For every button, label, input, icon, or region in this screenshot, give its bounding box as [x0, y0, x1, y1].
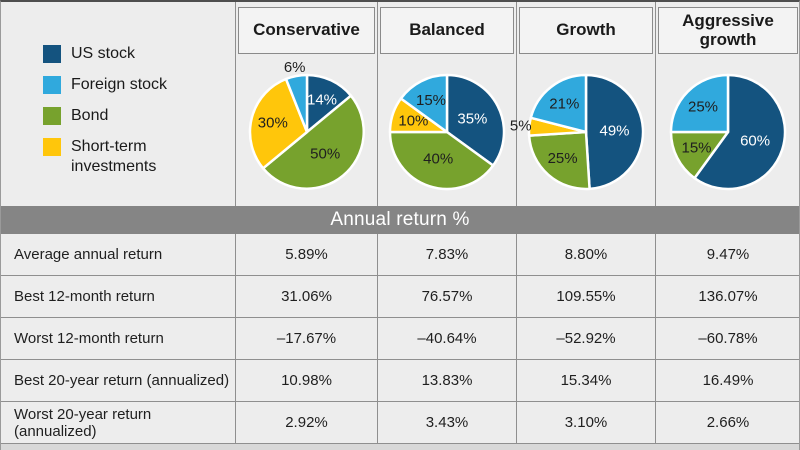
return-value-cell: 10.98% — [235, 360, 377, 401]
return-value-cell: 13.83% — [377, 360, 516, 401]
legend-item: Short-term investments — [43, 137, 235, 177]
pie-slice-foreign-stock — [669, 73, 730, 134]
row-label: Best 12-month return — [14, 288, 155, 305]
pie-chart-growth: 49% 25% 5% 21% — [510, 54, 655, 206]
bottom-strip — [1, 444, 799, 450]
pie-slice-bond — [388, 130, 495, 191]
pie-chart-balanced: 35% 40% 10% 15% — [378, 54, 516, 206]
pie-slice-label: 15% — [416, 92, 446, 109]
return-value-cell: –52.92% — [516, 318, 655, 359]
returns-table: Average annual return 5.89% 7.83% 8.80% 9.47… — [1, 234, 799, 444]
return-value-cell: 15.34% — [516, 360, 655, 401]
annual-return-band: Annual return % — [1, 206, 799, 234]
chart-column-aggressive-growth: Aggressive growth 60% 15% 25% — [655, 2, 799, 206]
legend-items: US stock Foreign stock Bond Short-term inve… — [43, 44, 235, 177]
legend-swatch-foreign-stock — [43, 76, 61, 94]
pie-slice-label: 10% — [398, 113, 428, 130]
column-header-balanced: Balanced — [380, 7, 514, 54]
chart-column-growth: Growth 49% 25% 5% 21% — [510, 2, 655, 206]
legend-item: Foreign stock — [43, 75, 235, 95]
pie-slice-foreign-stock — [529, 73, 588, 134]
pie-slice-foreign-stock — [284, 73, 308, 134]
return-value-cell: 3.43% — [377, 402, 516, 443]
return-value-cell: 2.92% — [235, 402, 377, 443]
pie-slice-label: 5% — [510, 117, 532, 134]
pie-slice-label: 40% — [423, 151, 453, 168]
legend-label: US stock — [71, 45, 136, 62]
return-value-cell: 31.06% — [235, 276, 377, 317]
row-label: Worst 12-month return — [14, 330, 164, 347]
column-header-aggressive-growth: Aggressive growth — [658, 7, 798, 54]
return-value-cell: 16.49% — [655, 360, 799, 401]
legend-swatch-short-term — [43, 138, 61, 156]
table-row: Worst 12-month return –17.67% –40.64% –52.9… — [1, 318, 799, 360]
legend-swatch-us-stock — [43, 45, 61, 63]
column-header-conservative: Conservative — [238, 7, 375, 54]
column-header-growth: Growth — [519, 7, 653, 54]
return-value-cell: 76.57% — [377, 276, 516, 317]
table-row: Best 12-month return 31.06% 76.57% 109.55% 1… — [1, 276, 799, 318]
pie-slice-label: 15% — [681, 140, 711, 157]
pie-slice-us-stock — [445, 73, 506, 167]
pie-slice-label: 60% — [740, 132, 770, 149]
pie-slice-label: 50% — [310, 146, 340, 163]
row-label: Best 20-year return (annualized) — [14, 372, 230, 389]
pie-slice-label: 21% — [549, 96, 579, 113]
return-value-cell: 7.83% — [377, 234, 516, 275]
pie-slice-bond — [261, 94, 365, 190]
return-value-cell: –60.78% — [655, 318, 799, 359]
legend-swatch-bond — [43, 107, 61, 125]
pie-slice-label: 25% — [548, 150, 578, 167]
pie-slice-label: 6% — [283, 59, 305, 76]
pie-slice-foreign-stock — [399, 73, 449, 134]
return-value-cell: 109.55% — [516, 276, 655, 317]
return-value-cell: 136.07% — [655, 276, 799, 317]
charts-section: US stock Foreign stock Bond Short-term inve… — [1, 2, 799, 206]
pie-slice-short-term — [248, 77, 308, 170]
legend-label: Foreign stock — [71, 76, 168, 93]
chart-column-conservative: Conservative 14% 50% 30% 6% — [235, 2, 377, 206]
row-label: Worst 20-year return (annualized) — [14, 405, 152, 440]
pie-svg-aggressive-growth: 60% 15% 25% — [669, 73, 787, 191]
pie-chart-conservative: 14% 50% 30% 6% — [236, 54, 377, 206]
return-value-cell: 5.89% — [235, 234, 377, 275]
return-value-cell: 9.47% — [655, 234, 799, 275]
legend-item: Bond — [43, 106, 235, 126]
return-value-cell: –40.64% — [377, 318, 516, 359]
legend: US stock Foreign stock Bond Short-term inve… — [1, 2, 235, 206]
pie-svg-balanced: 35% 40% 10% 15% — [388, 73, 506, 191]
pie-chart-aggressive-growth: 60% 15% 25% — [656, 54, 799, 206]
return-value-cell: 3.10% — [516, 402, 655, 443]
pie-slice-us-stock — [693, 73, 787, 191]
pie-svg-conservative: 14% 50% 30% 6% — [248, 59, 365, 190]
return-value-cell: 2.66% — [655, 402, 799, 443]
legend-label: Short-term investments — [71, 138, 157, 175]
return-value-cell: 8.80% — [516, 234, 655, 275]
table-row: Worst 20-year return (annualized) 2.92% 3.… — [1, 402, 799, 444]
pie-svg-growth: 49% 25% 5% 21% — [510, 73, 645, 191]
pie-slice-label: 25% — [688, 99, 718, 116]
pie-slice-label: 35% — [457, 111, 487, 128]
table-row: Average annual return 5.89% 7.83% 8.80% 9.47… — [1, 234, 799, 276]
chart-column-balanced: Balanced 35% 40% 10% 15% — [377, 2, 516, 206]
return-value-cell: –17.67% — [235, 318, 377, 359]
pie-slice-us-stock — [584, 73, 645, 191]
pie-slice-label: 30% — [257, 115, 287, 132]
legend-item: US stock — [43, 44, 235, 64]
pie-slice-label: 49% — [599, 123, 629, 140]
table-row: Best 20-year return (annualized) 10.98% 13… — [1, 360, 799, 402]
row-label: Average annual return — [14, 246, 163, 263]
annual-return-band-label: Annual return % — [330, 209, 470, 230]
pie-slice-bond — [527, 130, 591, 191]
pie-slice-label: 14% — [306, 92, 336, 109]
legend-label: Bond — [71, 107, 109, 124]
